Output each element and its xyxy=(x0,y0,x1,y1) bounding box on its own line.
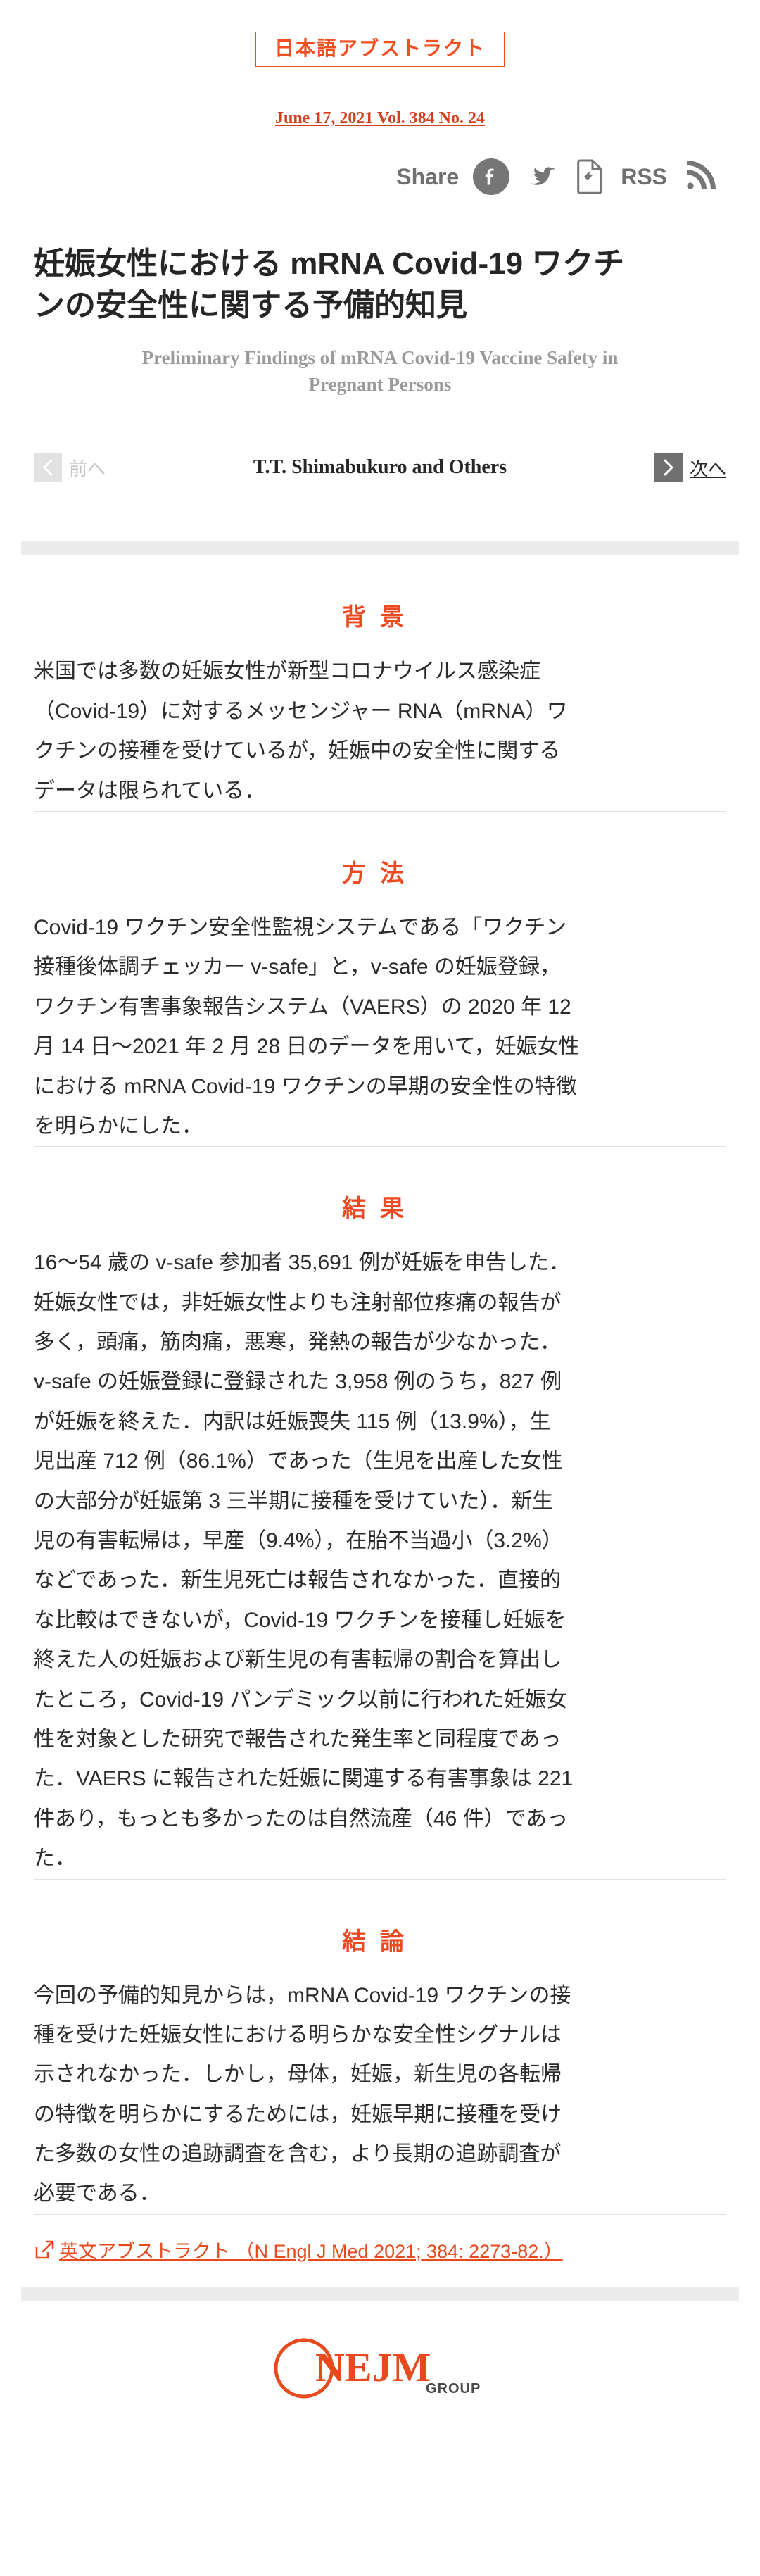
svg-text:GROUP: GROUP xyxy=(426,2381,481,2396)
svg-text:NEJM: NEJM xyxy=(315,2344,431,2390)
